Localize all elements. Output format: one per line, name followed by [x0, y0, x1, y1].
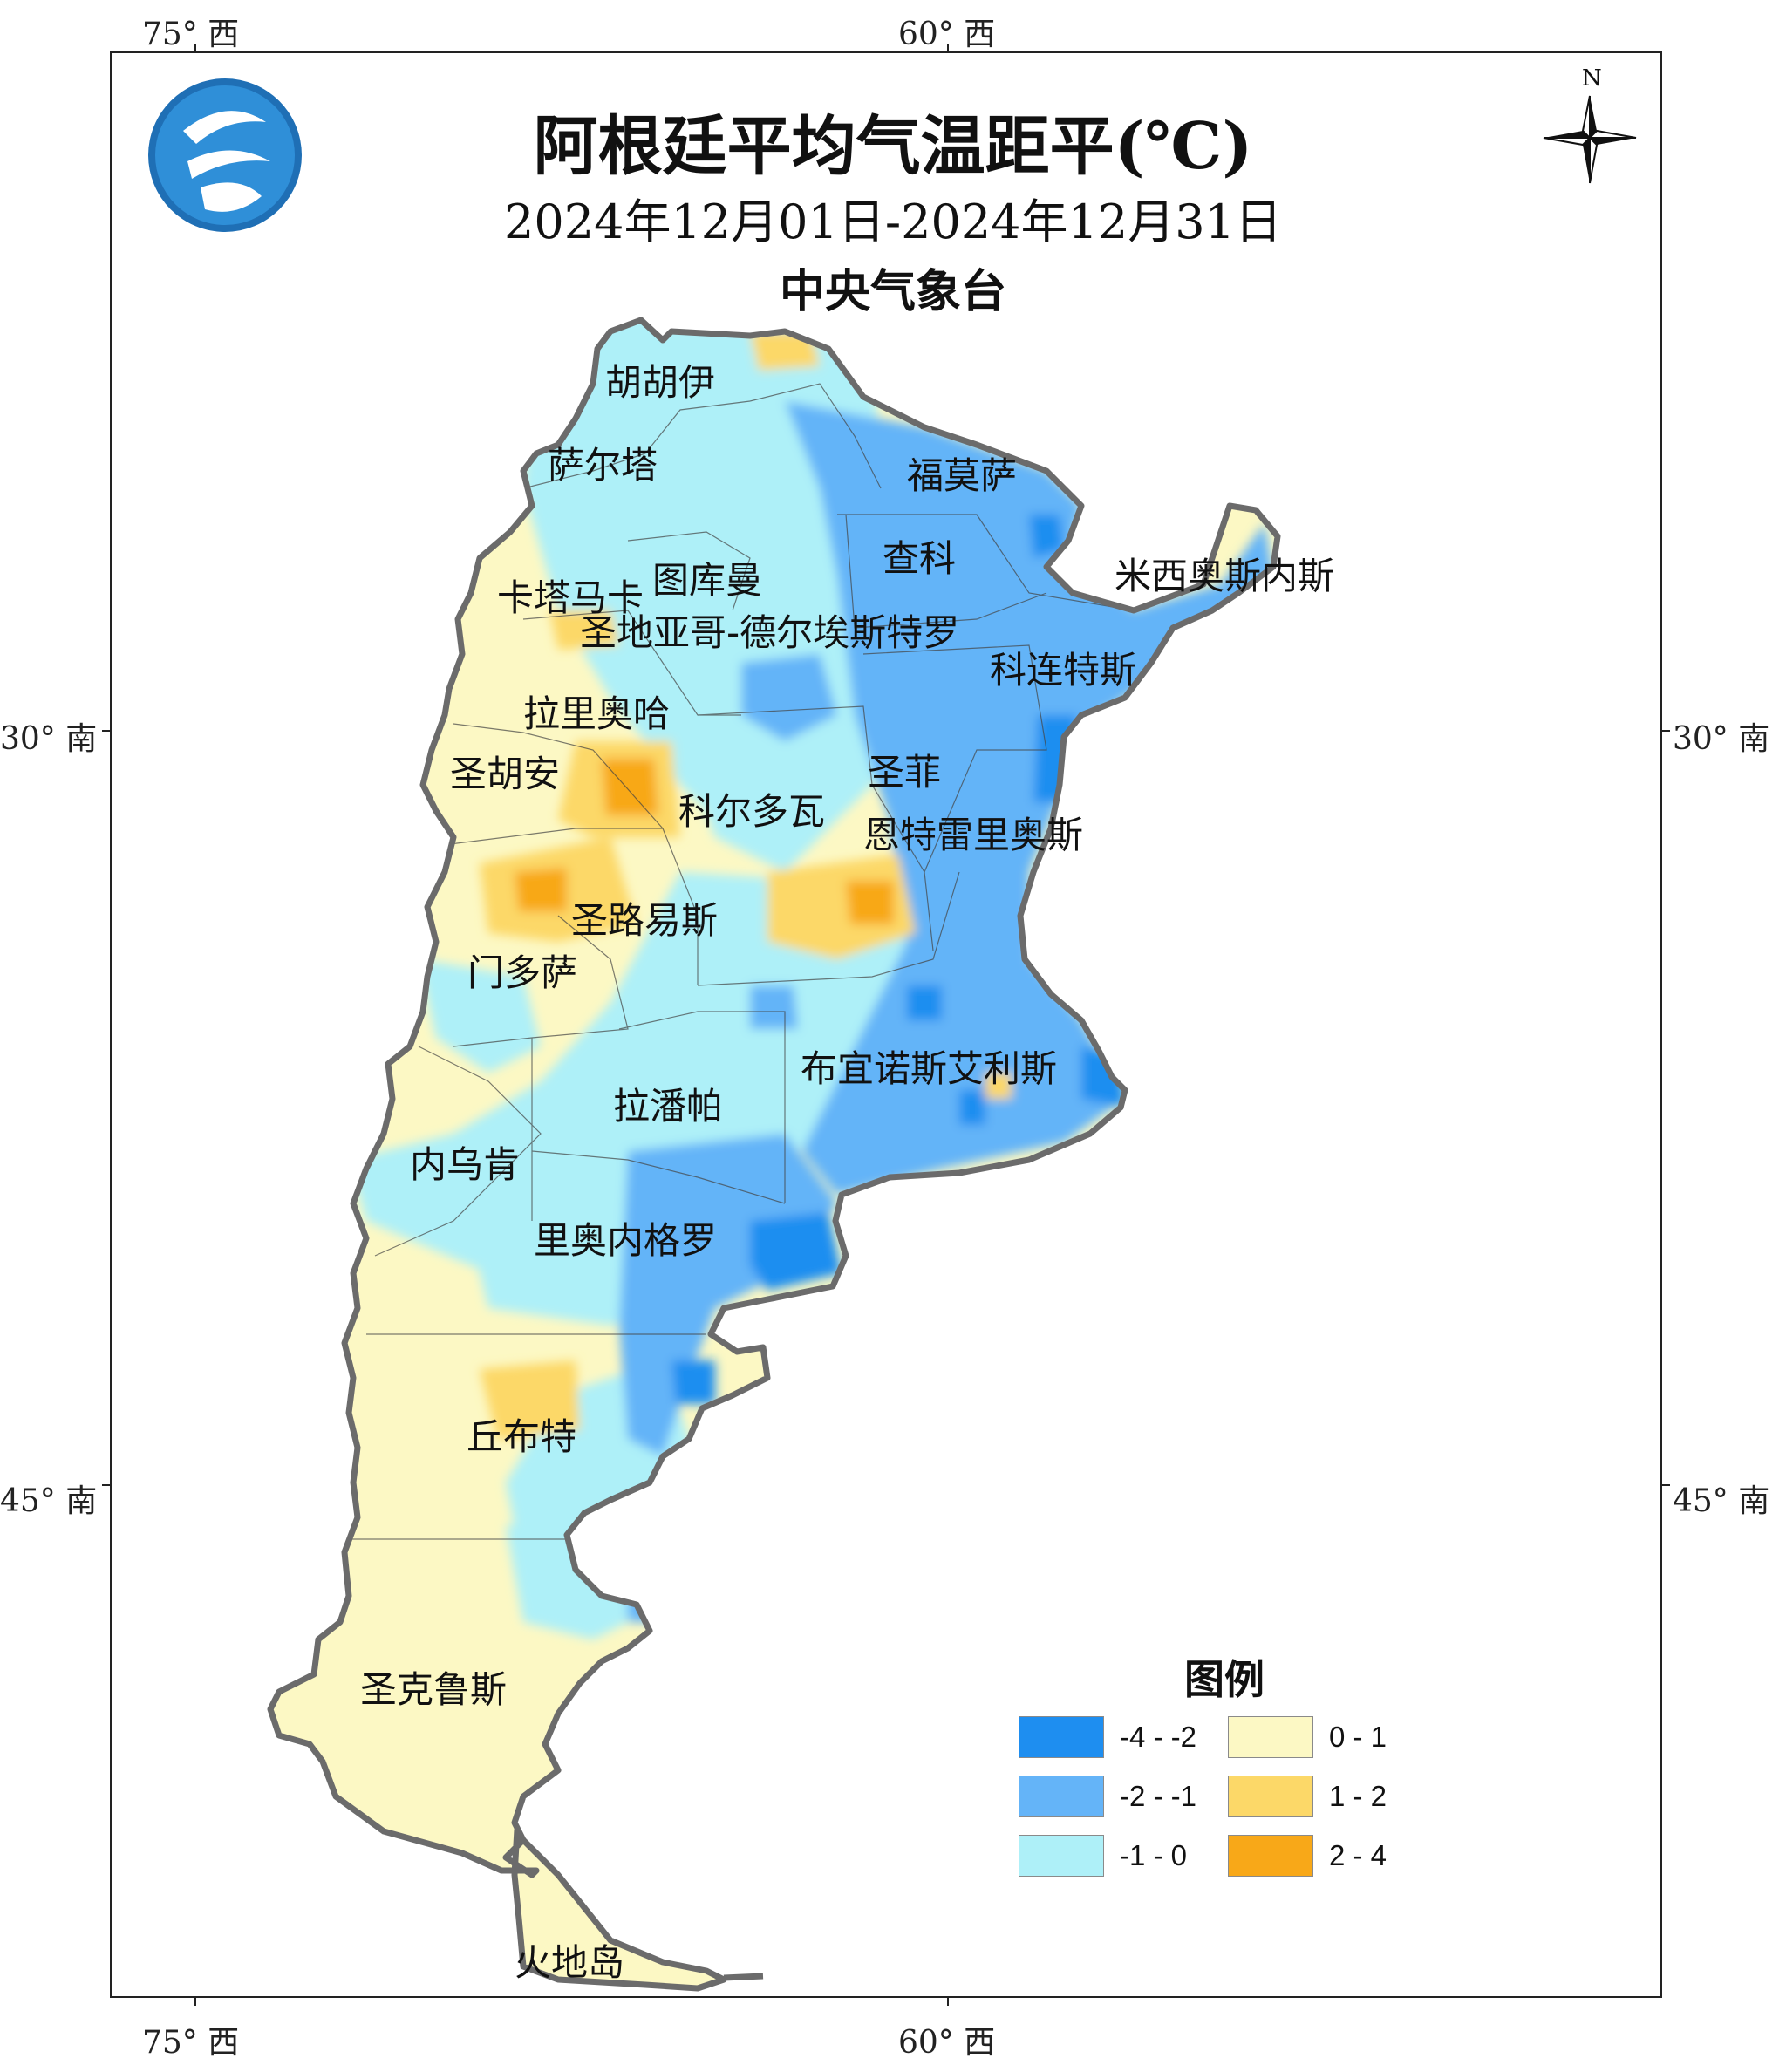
map-frame [110, 51, 1662, 1998]
label-san-juan: 圣胡安 [450, 753, 560, 795]
legend-label: -2 - -1 [1120, 1780, 1197, 1812]
map-title: 阿根廷平均气温距平(℃) [533, 109, 1253, 184]
legend-swatch [1228, 1835, 1313, 1877]
label-la-rioja: 拉里奥哈 [523, 692, 670, 735]
legend-label: -4 - -2 [1120, 1721, 1197, 1753]
cma-logo-icon [148, 78, 302, 232]
legend-item: 0 - 1 [1228, 1714, 1387, 1760]
top-lon-label-75w: 75° 西 [142, 17, 240, 52]
label-cordoba: 科尔多瓦 [678, 790, 825, 833]
label-tucuman: 图库曼 [652, 559, 762, 602]
legend-label: 1 - 2 [1329, 1780, 1387, 1812]
label-neuquen: 内乌肯 [410, 1143, 520, 1186]
date-range: 2024年12月01日-2024年12月31日 [504, 194, 1282, 249]
province-boundaries [349, 383, 1135, 1540]
legend-label: 0 - 1 [1329, 1721, 1387, 1753]
legend-item: -1 - 0 [1019, 1833, 1187, 1878]
legend-item: 1 - 2 [1228, 1774, 1387, 1819]
label-chubut: 丘布特 [467, 1415, 576, 1458]
province-labels: 胡胡伊 萨尔塔 福莫萨 查科 米西奥斯内斯 图库曼 卡塔马卡 圣地亚哥-德尔埃斯… [360, 361, 1334, 1984]
label-rio-negro: 里奥内格罗 [534, 1219, 717, 1262]
label-santa-cruz: 圣克鲁斯 [360, 1668, 507, 1711]
island-outline [723, 1973, 764, 1981]
label-catamarca: 卡塔马卡 [497, 576, 644, 619]
legend-swatch [1228, 1716, 1313, 1758]
legend-item: -4 - -2 [1019, 1714, 1196, 1760]
label-tierra-del-fuego: 火地岛 [515, 1941, 624, 1984]
legend-swatch [1019, 1716, 1104, 1758]
legend-swatch [1019, 1776, 1104, 1817]
legend-title: 图例 [1184, 1656, 1265, 1703]
label-santiago: 圣地亚哥-德尔埃斯特罗 [580, 611, 959, 654]
legend-label: -1 - 0 [1120, 1839, 1188, 1871]
label-mendoza: 门多萨 [467, 951, 577, 994]
right-lat-label-30s: 30° 南 [1673, 721, 1770, 757]
top-lon-label-60w: 60° 西 [898, 17, 996, 52]
label-jujuy: 胡胡伊 [605, 361, 715, 404]
label-la-pampa: 拉潘帕 [613, 1085, 723, 1128]
label-entre-rios: 恩特雷里奥斯 [863, 814, 1083, 856]
bottom-lon-label-60w: 60° 西 [898, 2025, 996, 2061]
legend-swatch [1228, 1776, 1313, 1817]
frame-ticks [102, 44, 1670, 2006]
label-chaco: 查科 [883, 537, 956, 580]
legend-item: -2 - -1 [1019, 1774, 1196, 1819]
agency-name: 中央气象台 [779, 266, 1006, 318]
left-lat-label-45s: 45° 南 [0, 1483, 98, 1519]
north-arrow-icon [1543, 95, 1637, 184]
left-lat-label-30s: 30° 南 [0, 721, 98, 757]
legend-swatch [1019, 1835, 1104, 1877]
label-santa-fe: 圣菲 [868, 751, 941, 794]
bottom-lon-label-75w: 75° 西 [142, 2025, 240, 2061]
label-san-luis: 圣路易斯 [571, 899, 718, 942]
label-corrientes: 科连特斯 [990, 649, 1136, 692]
label-salta: 萨尔塔 [548, 444, 658, 487]
label-buenos-aires: 布宜诺斯艾利斯 [801, 1047, 1057, 1090]
label-formosa: 福莫萨 [907, 454, 1017, 497]
right-lat-label-45s: 45° 南 [1673, 1483, 1770, 1519]
north-label: N [1582, 65, 1602, 92]
legend-label: 2 - 4 [1329, 1839, 1387, 1871]
label-misiones: 米西奥斯内斯 [1115, 555, 1334, 597]
legend-item: 2 - 4 [1228, 1833, 1387, 1878]
